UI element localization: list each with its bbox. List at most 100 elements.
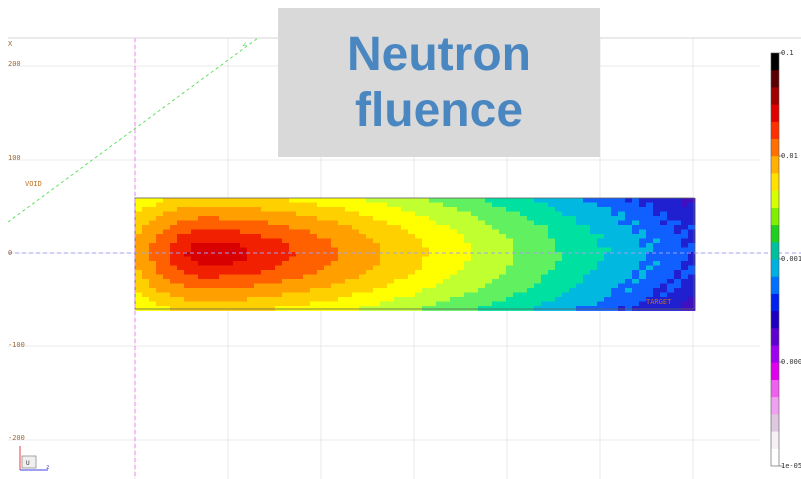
heatmap-cell <box>618 247 626 253</box>
heatmap-cell <box>268 297 276 302</box>
heatmap-cell <box>135 216 143 221</box>
heatmap-cell <box>387 279 395 284</box>
heatmap-cell <box>338 247 346 253</box>
heatmap-cell <box>345 292 353 298</box>
axes-orientation-widget[interactable]: U z <box>14 446 54 476</box>
heatmap-cell <box>464 198 472 203</box>
heatmap-cell <box>667 216 675 221</box>
heatmap-cell <box>590 211 598 217</box>
heatmap-cell <box>562 225 570 230</box>
heatmap-cell <box>611 243 619 248</box>
heatmap-cell <box>282 225 290 230</box>
heatmap-cell <box>464 243 472 248</box>
heatmap-cell <box>205 229 213 235</box>
heatmap-cell <box>457 247 465 253</box>
heatmap-cell <box>541 220 549 226</box>
heatmap-cell <box>541 297 549 302</box>
heatmap-cell <box>163 243 171 248</box>
heatmap-cell <box>639 306 647 311</box>
heatmap-cell <box>653 229 661 235</box>
heatmap-cell <box>429 234 437 239</box>
heatmap-cell <box>646 216 654 221</box>
heatmap-cell <box>520 301 528 307</box>
heatmap-cell <box>184 207 192 212</box>
heatmap-cell <box>149 216 157 221</box>
heatmap-cell <box>219 211 227 217</box>
heatmap-cell <box>653 243 661 248</box>
heatmap-cell <box>415 283 423 289</box>
heatmap-cell <box>653 279 661 284</box>
heatmap-cell <box>163 198 171 203</box>
heatmap-cell <box>443 265 451 271</box>
heatmap-cell <box>548 292 556 298</box>
heatmap-cell <box>212 216 220 221</box>
heatmap-cell <box>156 292 164 298</box>
heatmap-cell <box>177 234 185 239</box>
heatmap-cell <box>289 283 297 289</box>
heatmap-cell <box>548 225 556 230</box>
heatmap-cell <box>310 306 318 311</box>
heatmap-cell <box>198 274 206 280</box>
heatmap-cell <box>380 198 388 203</box>
heatmap-cell <box>597 238 605 244</box>
heatmap-cell <box>534 216 542 221</box>
heatmap-cell <box>688 283 696 289</box>
heatmap-cell <box>219 288 227 293</box>
heatmap-cell <box>373 207 381 212</box>
heatmap-cell <box>296 279 304 284</box>
heatmap-cell <box>317 283 325 289</box>
heatmap-cell <box>506 274 514 280</box>
heatmap-cell <box>527 265 535 271</box>
heatmap-cell <box>632 306 640 311</box>
heatmap-cell <box>541 261 549 266</box>
heatmap-cell <box>324 252 332 257</box>
heatmap-cell <box>422 238 430 244</box>
heatmap-cell <box>170 292 178 298</box>
heatmap-cell <box>450 202 458 208</box>
heatmap-cell <box>555 198 563 203</box>
heatmap-cell <box>156 270 164 275</box>
heatmap-cell <box>394 247 402 253</box>
heatmap-cell <box>156 198 164 203</box>
heatmap-cell <box>163 247 171 253</box>
heatmap-cell <box>317 229 325 235</box>
heatmap-cell <box>422 283 430 289</box>
heatmap-cell <box>296 243 304 248</box>
heatmap-cell <box>303 225 311 230</box>
heatmap-cell <box>205 252 213 257</box>
heatmap-cell <box>226 292 234 298</box>
heatmap-cell <box>513 292 521 298</box>
heatmap-cell <box>618 306 626 311</box>
heatmap-cell <box>163 220 171 226</box>
heatmap-cell <box>310 274 318 280</box>
heatmap-cell <box>240 256 248 262</box>
heatmap-cell <box>289 279 297 284</box>
heatmap-cell <box>387 306 395 311</box>
heatmap-cell <box>443 247 451 253</box>
heatmap-cell <box>618 256 626 262</box>
heatmap-cell <box>338 220 346 226</box>
heatmap-cell <box>436 256 444 262</box>
heatmap-cell <box>562 247 570 253</box>
heatmap-cell <box>443 306 451 311</box>
heatmap-cell <box>310 265 318 271</box>
heatmap-cell <box>660 211 668 217</box>
heatmap-cell <box>632 252 640 257</box>
heatmap-cell <box>219 256 227 262</box>
heatmap-cell <box>275 265 283 271</box>
heatmap-cell <box>149 306 157 311</box>
heatmap-cell <box>163 261 171 266</box>
heatmap-cell <box>254 279 262 284</box>
heatmap-cell <box>660 207 668 212</box>
heatmap-cell <box>240 229 248 235</box>
colorbar-label-0: 0.1 <box>781 49 794 57</box>
heatmap-cell <box>387 229 395 235</box>
heatmap-cell <box>499 306 507 311</box>
heatmap-cell <box>639 234 647 239</box>
heatmap-cell <box>478 207 486 212</box>
heatmap-cell <box>394 238 402 244</box>
heatmap-cell <box>135 229 143 235</box>
heatmap-cell <box>464 225 472 230</box>
heatmap-cell <box>667 202 675 208</box>
